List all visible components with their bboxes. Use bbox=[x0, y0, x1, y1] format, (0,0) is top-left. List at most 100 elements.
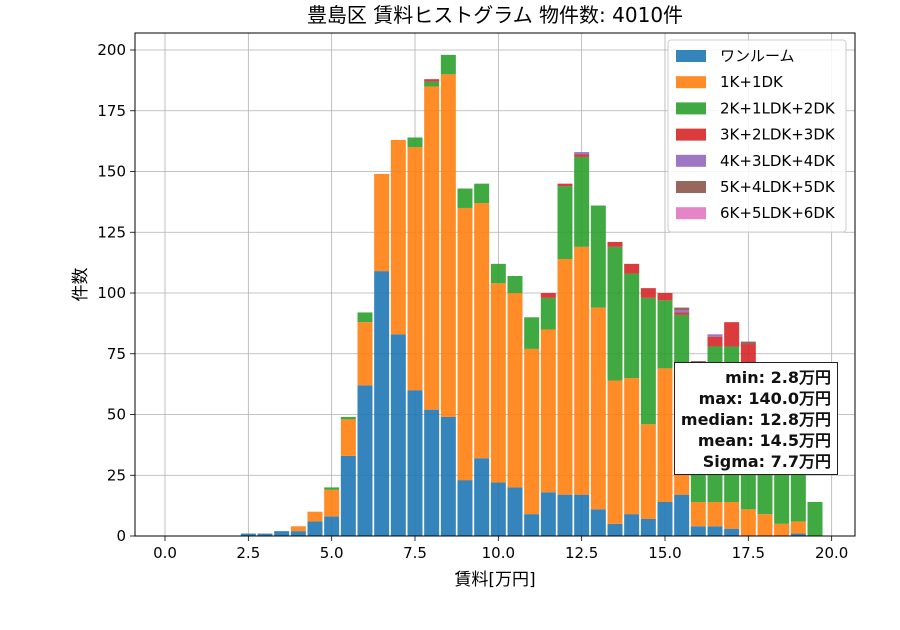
bar-segment bbox=[307, 511, 323, 522]
y-axis-label: 件数 bbox=[71, 268, 91, 302]
bar-segment bbox=[557, 494, 573, 536]
stat-mean: mean: 14.5万円 bbox=[697, 431, 831, 450]
bar-segment bbox=[724, 322, 740, 347]
stat-min: min: 2.8万円 bbox=[725, 368, 831, 387]
y-tick-label: 100 bbox=[97, 284, 126, 302]
bar-segment bbox=[524, 514, 540, 536]
x-tick-label: 15.0 bbox=[648, 544, 681, 562]
bar-segment bbox=[374, 173, 390, 272]
legend-label: 4K+3LDK+4DK bbox=[720, 152, 836, 170]
bar-segment bbox=[790, 460, 806, 522]
bar-segment bbox=[624, 263, 640, 274]
bar-segment bbox=[624, 378, 640, 515]
x-tick-label: 7.5 bbox=[403, 544, 427, 562]
legend-label: 6K+5LDK+6DK bbox=[720, 204, 836, 222]
bar-segment bbox=[574, 246, 590, 495]
bar-segment bbox=[707, 526, 723, 536]
bar-segment bbox=[690, 526, 706, 536]
stat-median: median: 12.8万円 bbox=[680, 410, 831, 429]
bar-segment bbox=[674, 494, 690, 536]
bar-segment bbox=[574, 152, 590, 155]
bar-segment bbox=[440, 74, 456, 417]
bar-segment bbox=[674, 310, 690, 313]
bar-segment bbox=[790, 521, 806, 534]
bar-segment bbox=[424, 79, 440, 82]
legend-label: 1K+1DK bbox=[720, 73, 784, 91]
y-tick-label: 75 bbox=[107, 345, 126, 363]
bar-segment bbox=[640, 297, 656, 425]
chart-title: 豊島区 賃料ヒストグラム 物件数: 4010件 bbox=[307, 3, 683, 27]
bar-segment bbox=[440, 54, 456, 75]
bar-segment bbox=[540, 492, 556, 536]
bar-segment bbox=[274, 531, 290, 536]
legend-swatch bbox=[676, 128, 706, 141]
bar-segment bbox=[257, 533, 273, 536]
bar-segment bbox=[324, 487, 340, 490]
bar-segment bbox=[307, 521, 323, 536]
legend-box bbox=[667, 39, 847, 233]
bar-segment bbox=[507, 293, 523, 488]
x-tick-label: 0.0 bbox=[153, 544, 177, 562]
bar-segment bbox=[340, 419, 356, 456]
legend-label: 5K+4LDK+5DK bbox=[720, 178, 836, 196]
x-tick-label: 17.5 bbox=[732, 544, 765, 562]
bar-segment bbox=[724, 528, 740, 536]
bar-segment bbox=[640, 288, 656, 298]
bar-segment bbox=[374, 271, 390, 536]
bar-segment bbox=[540, 329, 556, 493]
bar-segment bbox=[657, 300, 673, 369]
bar-segment bbox=[524, 317, 540, 349]
bar-segment bbox=[490, 482, 506, 536]
bar-segment bbox=[507, 275, 523, 294]
bar-segment bbox=[574, 494, 590, 536]
bar-segment bbox=[390, 139, 406, 335]
bar-segment bbox=[674, 312, 690, 315]
x-tick-label: 10.0 bbox=[482, 544, 515, 562]
bar-segment bbox=[557, 186, 573, 259]
bar-segment bbox=[407, 137, 423, 148]
bar-segment bbox=[640, 518, 656, 536]
stat-max: max: 140.0万円 bbox=[698, 389, 831, 408]
y-tick-label: 200 bbox=[97, 41, 126, 59]
bar-segment bbox=[657, 368, 673, 502]
stat-sigma: Sigma: 7.7万円 bbox=[702, 452, 831, 471]
bar-segment bbox=[740, 341, 756, 345]
bar-segment bbox=[607, 380, 623, 524]
bar-segment bbox=[507, 487, 523, 536]
bar-segment bbox=[724, 501, 740, 529]
bar-segment bbox=[457, 207, 473, 481]
bar-segment bbox=[290, 526, 306, 532]
bar-segment bbox=[407, 390, 423, 536]
bar-segment bbox=[607, 246, 623, 381]
bar-segment bbox=[707, 336, 723, 347]
legend-label: 3K+2LDK+3DK bbox=[720, 126, 836, 144]
bar-segment bbox=[240, 533, 256, 536]
bar-segment bbox=[657, 293, 673, 301]
bar-segment bbox=[424, 86, 440, 410]
bar-segment bbox=[440, 416, 456, 536]
bar-segment bbox=[574, 156, 590, 247]
x-tick-label: 5.0 bbox=[320, 544, 344, 562]
bar-segment bbox=[757, 514, 773, 536]
bar-segment bbox=[557, 258, 573, 495]
bar-segment bbox=[774, 523, 790, 536]
bar-segment bbox=[574, 154, 590, 157]
bar-segment bbox=[490, 283, 506, 483]
bar-segment bbox=[357, 385, 373, 536]
bar-segment bbox=[590, 205, 606, 308]
bar-segment bbox=[707, 334, 723, 337]
bar-segment bbox=[424, 409, 440, 536]
x-tick-label: 12.5 bbox=[565, 544, 598, 562]
bar-segment bbox=[640, 424, 656, 519]
legend-swatch bbox=[676, 154, 706, 167]
bar-segment bbox=[490, 263, 506, 284]
bar-segment bbox=[340, 416, 356, 420]
bar-segment bbox=[590, 509, 606, 536]
axes-frame bbox=[134, 32, 856, 537]
x-tick-label: 20.0 bbox=[815, 544, 848, 562]
x-tick-label: 2.5 bbox=[236, 544, 260, 562]
bar-segment bbox=[707, 501, 723, 527]
x-axis-label: 賃料[万円] bbox=[454, 570, 535, 590]
